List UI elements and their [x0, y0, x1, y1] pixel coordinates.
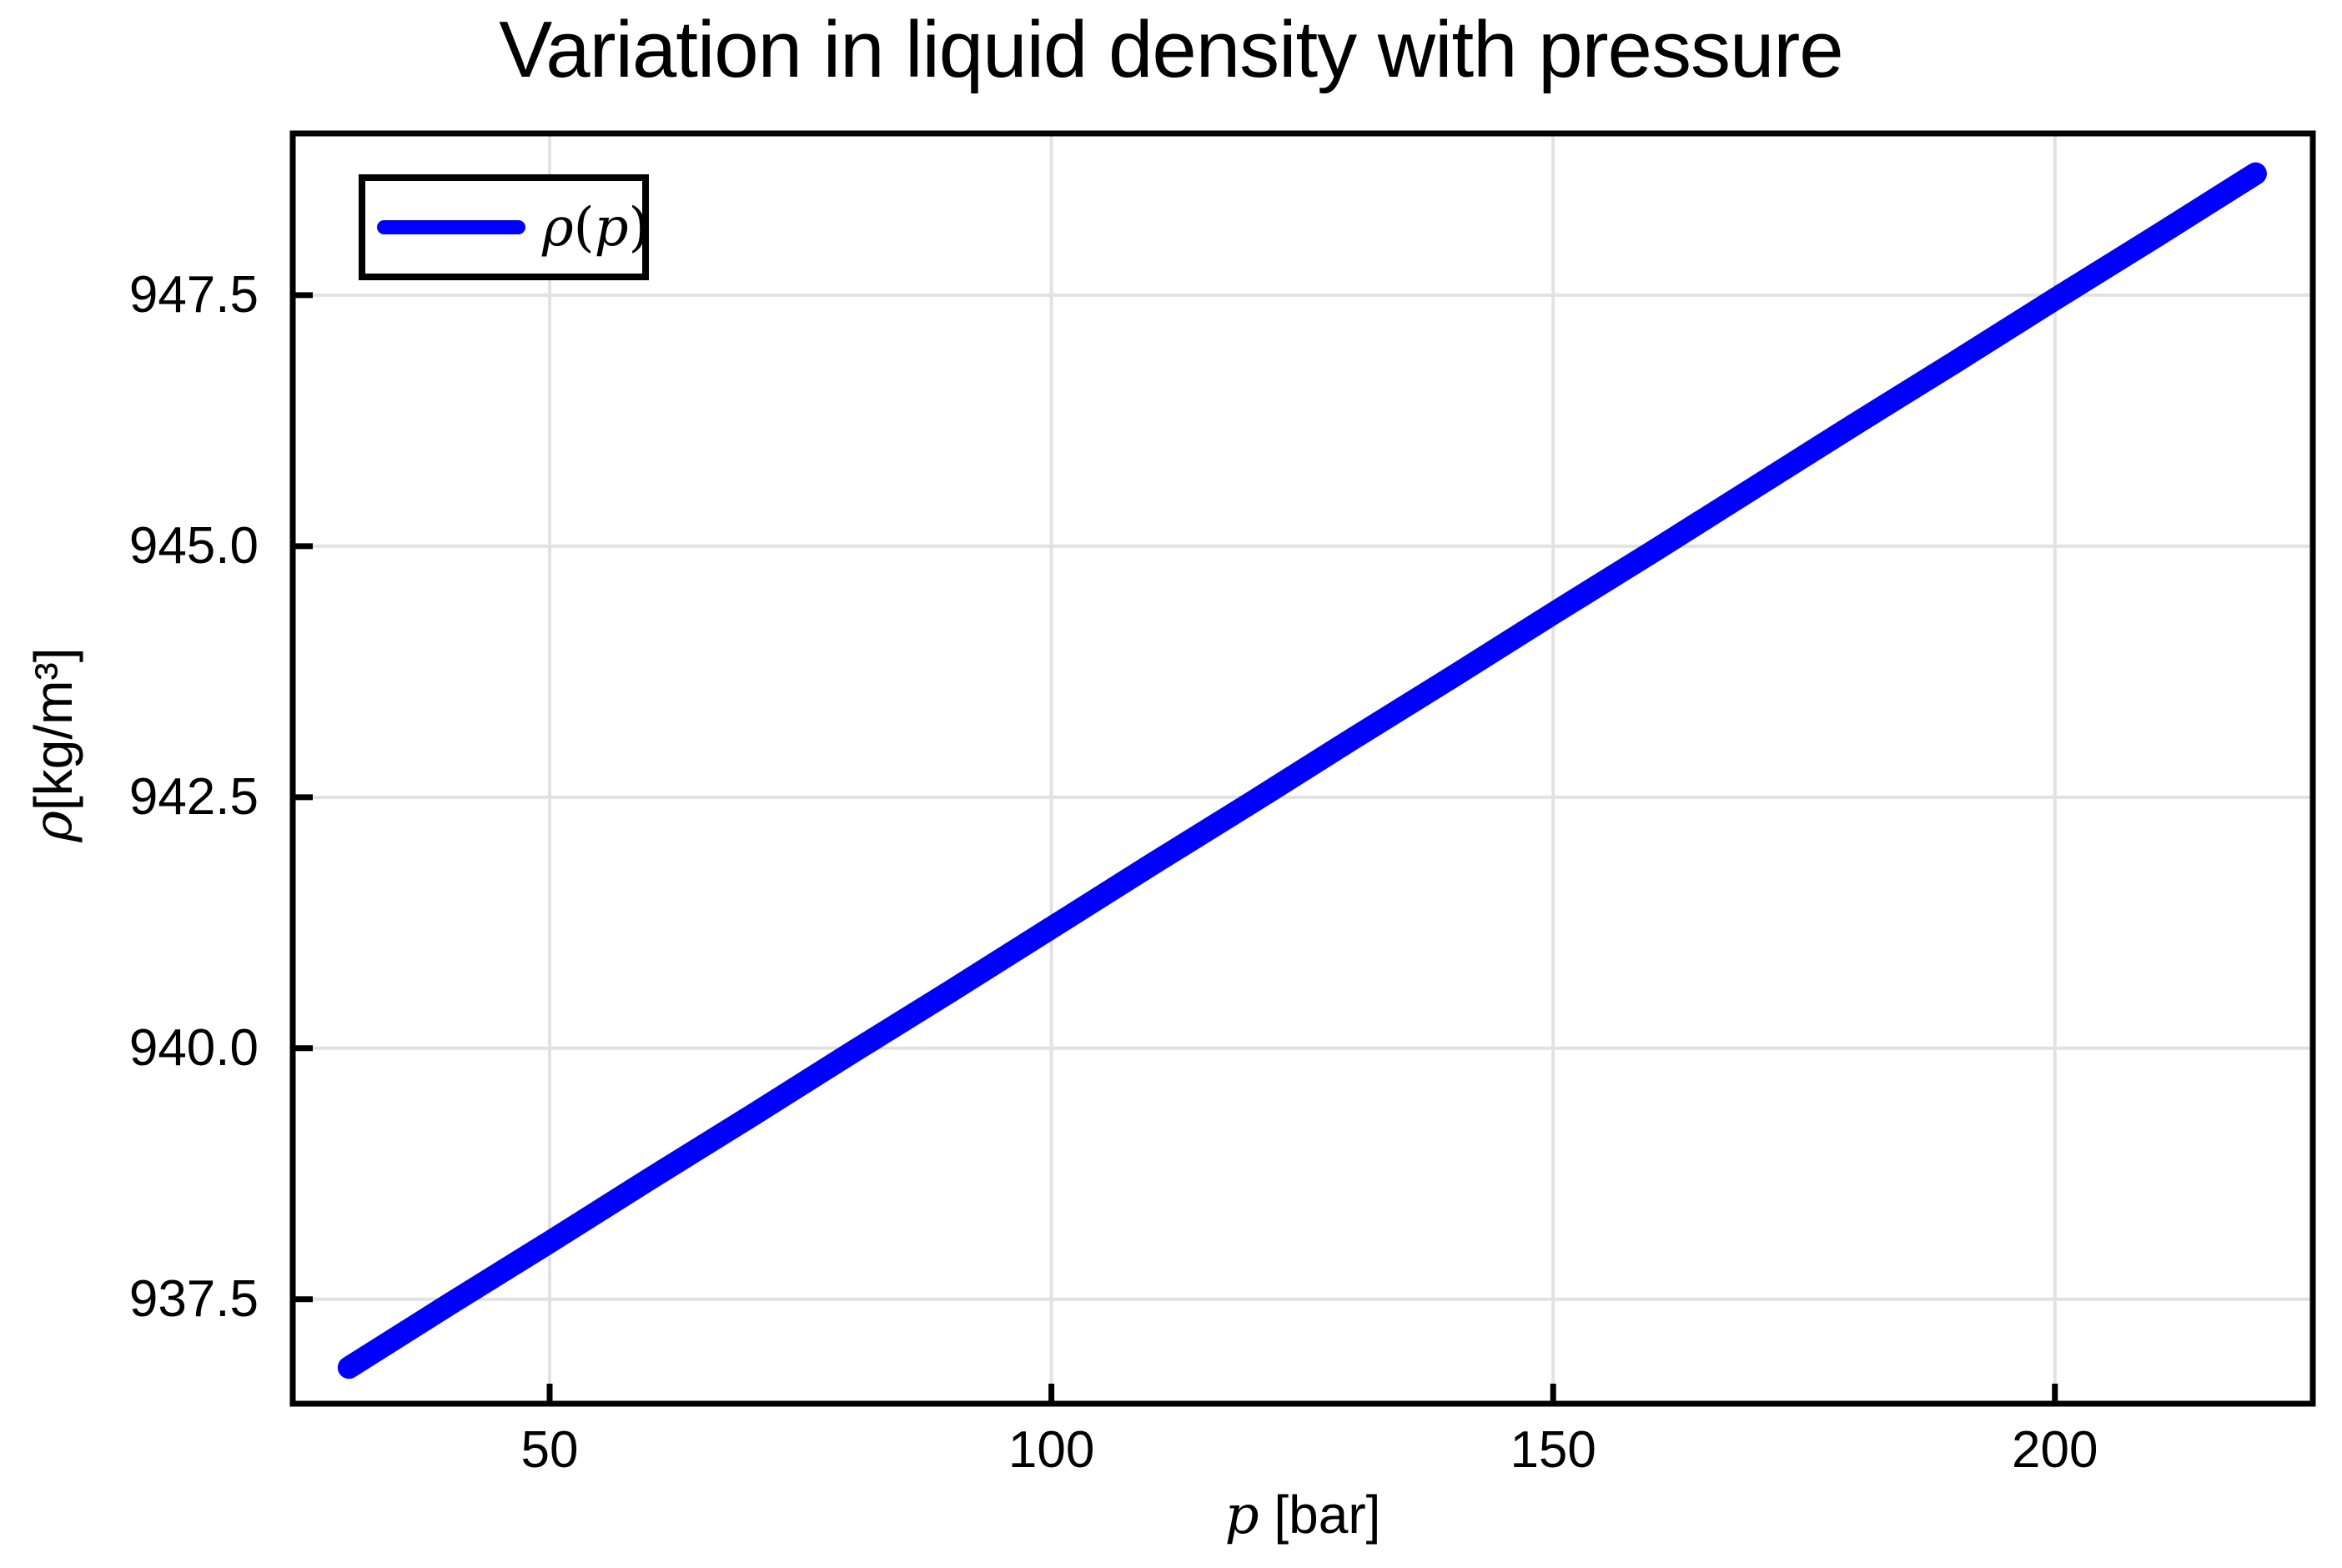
- x-axis-unit: [bar]: [1259, 1485, 1381, 1545]
- x-axis-symbol: p: [1224, 1485, 1259, 1546]
- y-tick-label: 945.0: [128, 516, 259, 575]
- legend-rho: ρ: [542, 197, 574, 259]
- legend-close-paren: ): [628, 197, 650, 259]
- x-tick-label: 100: [1008, 1421, 1095, 1479]
- legend: ρ(p): [359, 174, 650, 280]
- chart-title: Variation in liquid density with pressur…: [499, 5, 1843, 94]
- y-axis-label: ρ [kg/m³]: [16, 411, 91, 1078]
- x-axis-label: p [bar]: [969, 1481, 1636, 1549]
- y-tick-label: 937.5: [128, 1269, 259, 1328]
- y-tick-label: 940.0: [128, 1018, 259, 1077]
- data-line: [337, 162, 2267, 1380]
- legend-label: ρ(p): [542, 200, 650, 254]
- legend-line-sample: [377, 220, 525, 234]
- y-axis-unit: [kg/m³]: [23, 647, 83, 811]
- y-tick-label: 947.5: [128, 265, 259, 324]
- legend-open-paren: (: [573, 197, 595, 259]
- legend-p: p: [594, 197, 629, 259]
- y-axis-symbol: ρ: [23, 810, 84, 842]
- x-tick-label: 150: [1510, 1421, 1596, 1479]
- x-tick-label: 200: [2012, 1421, 2098, 1479]
- x-tick-label: 50: [520, 1421, 579, 1479]
- y-tick-label: 942.5: [128, 767, 259, 826]
- plot-border: [289, 130, 2316, 1407]
